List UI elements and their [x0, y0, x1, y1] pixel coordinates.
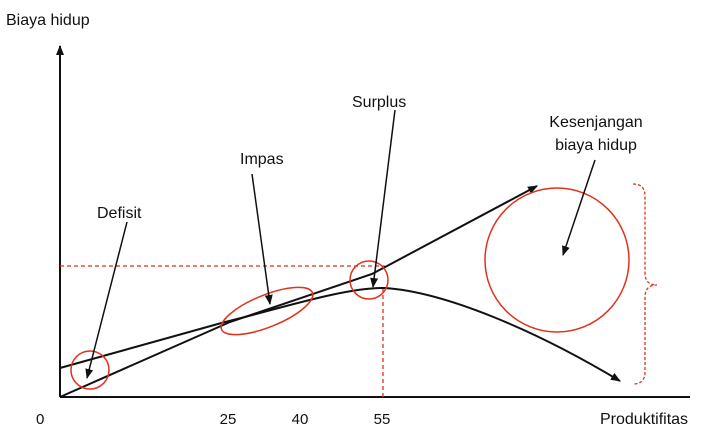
productivity-curve	[59, 286, 621, 382]
x-tick-40: 40	[292, 411, 309, 428]
impas-label: Impas	[240, 151, 284, 168]
x-tick-55: 55	[374, 411, 391, 428]
gap-label-line2: biaya hidup	[555, 137, 637, 154]
defisit-circle	[70, 350, 110, 390]
gap-arrow	[562, 159, 596, 256]
impas-ellipse	[220, 286, 314, 336]
gap-brace	[632, 183, 658, 385]
surplus-arrow	[370, 109, 396, 288]
defisit-label: Defisit	[97, 205, 142, 222]
defisit-arrow	[85, 221, 128, 379]
x-axis-label: Produktifitas	[600, 411, 688, 428]
y-axis-label: Biaya hidup	[6, 12, 90, 29]
surplus-circle	[349, 260, 389, 300]
x-tick-25: 25	[220, 411, 237, 428]
origin-label: 0	[36, 411, 44, 428]
gap-circle	[484, 187, 630, 333]
impas-arrow	[251, 173, 273, 305]
gap-label-line1: Kesenjangan	[549, 114, 642, 131]
cost-of-living-line	[59, 185, 538, 398]
surplus-label: Surplus	[352, 94, 406, 111]
